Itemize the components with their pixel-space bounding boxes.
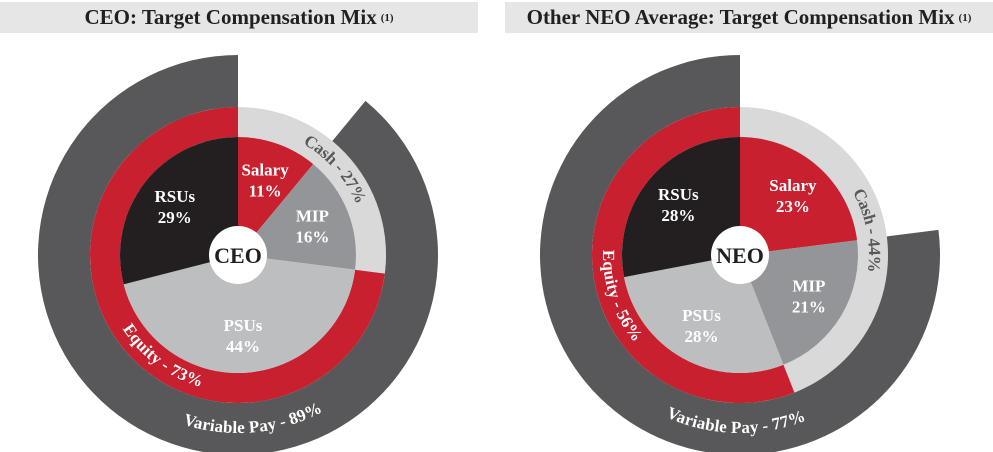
slice-label: MIP [792,277,825,296]
slice-label: RSUs [154,187,195,206]
slice-value: 21% [792,298,826,317]
slice-value: 29% [158,208,192,227]
slice-value: 44% [226,337,260,356]
center-circle [711,226,769,284]
title-text: Other NEO Average: Target Compensation M… [526,5,955,29]
title-footnote: (1) [380,11,394,24]
pie-slice [740,137,858,255]
pie-slice [624,255,784,373]
slice-label: PSUs [682,306,721,325]
chart-title-ceo: CEO: Target Compensation Mix (1) [0,2,478,33]
title-footnote: (1) [958,11,972,24]
pie-slice [123,255,356,374]
pie-slice [622,137,740,278]
slice-value: 28% [684,327,718,346]
ring-segment [740,107,888,393]
pie-slice [238,164,356,270]
center-label: CEO [214,243,262,268]
pie-slice [238,137,314,255]
title-text: CEO: Target Compensation Mix [84,5,377,29]
slice-label: Salary [241,161,289,180]
slice-label: PSUs [224,316,263,335]
chart-title-neo: Other NEO Average: Target Compensation M… [505,2,993,33]
slice-value: 11% [249,182,282,201]
pie-slice [740,240,858,365]
slice-value: 28% [661,206,695,225]
center-circle [209,226,267,284]
slice-label: RSUs [658,185,699,204]
slice-label: Salary [769,176,817,195]
center-label: NEO [716,243,764,268]
pie-slice [120,137,238,285]
ring-segment [592,107,795,403]
slice-value: 23% [776,197,810,216]
slice-value: 16% [295,228,329,247]
slice-label: MIP [296,207,329,226]
ring-segment [238,107,386,274]
